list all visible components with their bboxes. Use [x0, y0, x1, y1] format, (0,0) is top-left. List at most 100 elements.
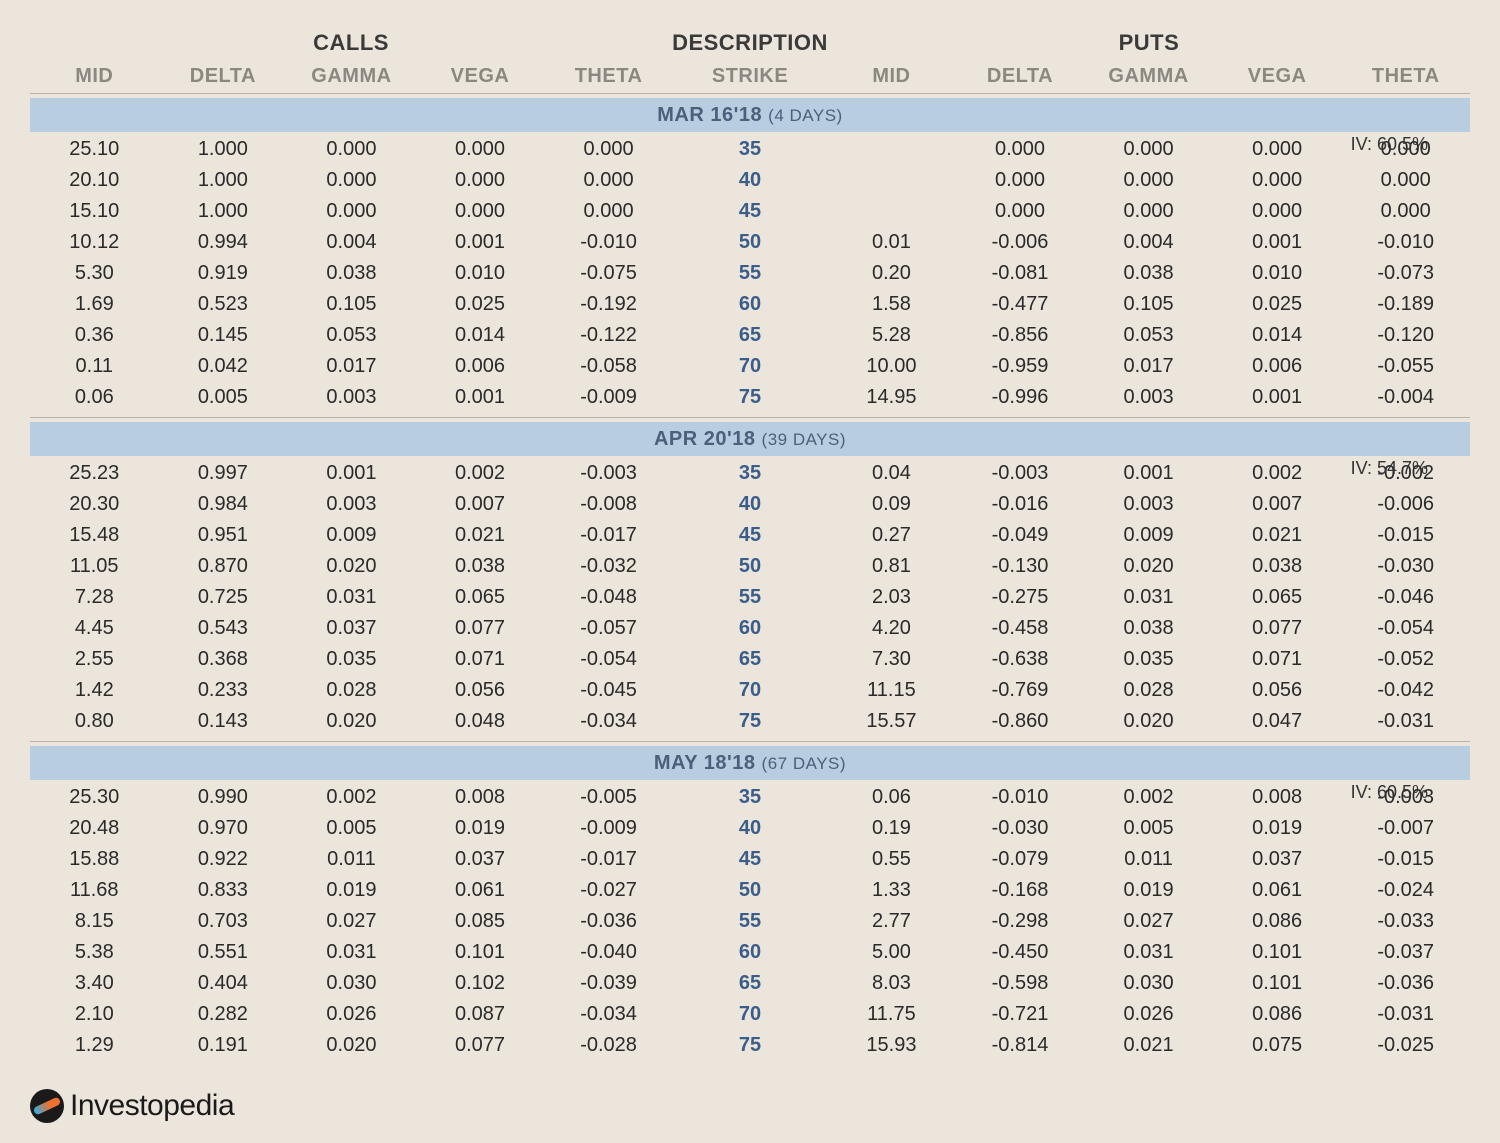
- value-cell: 0.001: [1213, 382, 1342, 413]
- value-cell: 0.077: [416, 613, 545, 644]
- col-theta-10: THETA: [1341, 65, 1470, 88]
- value-cell: -0.010: [544, 227, 673, 258]
- value-cell: 1.33: [827, 875, 956, 906]
- value-cell: 0.002: [1084, 782, 1213, 813]
- value-cell: 0.233: [159, 675, 288, 706]
- value-cell: 0.020: [287, 551, 416, 582]
- value-cell: 0.007: [1213, 489, 1342, 520]
- value-cell: 1.69: [30, 289, 159, 320]
- value-cell: 0.028: [1084, 675, 1213, 706]
- value-cell: 0.81: [827, 551, 956, 582]
- iv-label: IV: 60.5%: [1351, 782, 1428, 803]
- strike-cell: 55: [673, 582, 827, 613]
- value-cell: 0.990: [159, 782, 288, 813]
- value-cell: 0.551: [159, 937, 288, 968]
- value-cell: 1.000: [159, 165, 288, 196]
- value-cell: 0.027: [287, 906, 416, 937]
- table-row: 15.480.9510.0090.021-0.017450.27-0.0490.…: [30, 520, 1470, 551]
- value-cell: 0.035: [287, 644, 416, 675]
- value-cell: -0.120: [1341, 320, 1470, 351]
- value-cell: 11.75: [827, 999, 956, 1030]
- table-row: 20.300.9840.0030.007-0.008400.09-0.0160.…: [30, 489, 1470, 520]
- strike-cell: 50: [673, 227, 827, 258]
- iv-label: IV: 60.5%: [1351, 134, 1428, 155]
- value-cell: -0.168: [956, 875, 1085, 906]
- col-delta-1: DELTA: [159, 65, 288, 88]
- value-cell: -0.040: [544, 937, 673, 968]
- strike-cell: 75: [673, 1030, 827, 1061]
- strike-cell: 70: [673, 999, 827, 1030]
- value-cell: 0.06: [30, 382, 159, 413]
- col-gamma-2: GAMMA: [287, 65, 416, 88]
- value-cell: 4.45: [30, 613, 159, 644]
- value-cell: 0.725: [159, 582, 288, 613]
- options-table: CALLS DESCRIPTION PUTS MIDDELTAGAMMAVEGA…: [30, 24, 1470, 1061]
- value-cell: -0.010: [956, 782, 1085, 813]
- value-cell: 0.019: [1213, 813, 1342, 844]
- value-cell: -0.122: [544, 320, 673, 351]
- value-cell: -0.721: [956, 999, 1085, 1030]
- value-cell: -0.006: [1341, 489, 1470, 520]
- table-row: 2.100.2820.0260.087-0.0347011.75-0.7210.…: [30, 999, 1470, 1030]
- value-cell: 0.019: [287, 875, 416, 906]
- value-cell: -0.073: [1341, 258, 1470, 289]
- table-row: 3.400.4040.0300.102-0.039658.03-0.5980.0…: [30, 968, 1470, 999]
- strike-cell: 45: [673, 844, 827, 875]
- value-cell: 20.48: [30, 813, 159, 844]
- value-cell: 0.021: [1213, 520, 1342, 551]
- value-cell: 0.008: [416, 782, 545, 813]
- value-cell: 1.000: [159, 134, 288, 165]
- value-cell: 0.005: [287, 813, 416, 844]
- value-cell: -0.016: [956, 489, 1085, 520]
- value-cell: -0.638: [956, 644, 1085, 675]
- value-cell: 0.010: [1213, 258, 1342, 289]
- value-cell: -0.034: [544, 706, 673, 737]
- value-cell: 0.031: [287, 582, 416, 613]
- value-cell: 0.04: [827, 458, 956, 489]
- value-cell: 0.037: [1213, 844, 1342, 875]
- section-header: MAR 16'18 (4 DAYS): [30, 98, 1470, 132]
- value-cell: 1.000: [159, 196, 288, 227]
- section-header: MAY 18'18 (67 DAYS): [30, 746, 1470, 780]
- value-cell: 0.007: [416, 489, 545, 520]
- value-cell: 0.026: [287, 999, 416, 1030]
- value-cell: -0.298: [956, 906, 1085, 937]
- value-cell: 15.88: [30, 844, 159, 875]
- value-cell: 0.870: [159, 551, 288, 582]
- value-cell: 0.038: [416, 551, 545, 582]
- value-cell: -0.015: [1341, 520, 1470, 551]
- value-cell: 0.017: [1084, 351, 1213, 382]
- table-row: 0.360.1450.0530.014-0.122655.28-0.8560.0…: [30, 320, 1470, 351]
- section-title: MAY 18'18 (67 DAYS): [30, 752, 1470, 775]
- value-cell: 0.000: [1084, 134, 1213, 165]
- value-cell: -0.055: [1341, 351, 1470, 382]
- value-cell: 0.087: [416, 999, 545, 1030]
- group-description: DESCRIPTION: [672, 30, 828, 60]
- table-row: 25.230.9970.0010.002-0.003350.04-0.0030.…: [30, 458, 1470, 489]
- section-divider: [30, 417, 1470, 418]
- value-cell: -0.003: [956, 458, 1085, 489]
- value-cell: 0.011: [287, 844, 416, 875]
- value-cell: 5.30: [30, 258, 159, 289]
- value-cell: 0.11: [30, 351, 159, 382]
- value-cell: 1.58: [827, 289, 956, 320]
- value-cell: 0.030: [287, 968, 416, 999]
- value-cell: 0.101: [1213, 937, 1342, 968]
- value-cell: 0.19: [827, 813, 956, 844]
- value-cell: 10.12: [30, 227, 159, 258]
- value-cell: 0.021: [1084, 1030, 1213, 1061]
- value-cell: 0.80: [30, 706, 159, 737]
- value-cell: 0.008: [1213, 782, 1342, 813]
- value-cell: 0.000: [1341, 196, 1470, 227]
- strike-cell: 65: [673, 644, 827, 675]
- value-cell: 0.031: [1084, 937, 1213, 968]
- value-cell: 0.703: [159, 906, 288, 937]
- value-cell: 0.368: [159, 644, 288, 675]
- strike-cell: 75: [673, 382, 827, 413]
- table-row: 1.420.2330.0280.056-0.0457011.15-0.7690.…: [30, 675, 1470, 706]
- value-cell: -0.025: [1341, 1030, 1470, 1061]
- value-cell: 0.085: [416, 906, 545, 937]
- value-cell: 0.36: [30, 320, 159, 351]
- value-cell: 5.28: [827, 320, 956, 351]
- value-cell: 0.086: [1213, 906, 1342, 937]
